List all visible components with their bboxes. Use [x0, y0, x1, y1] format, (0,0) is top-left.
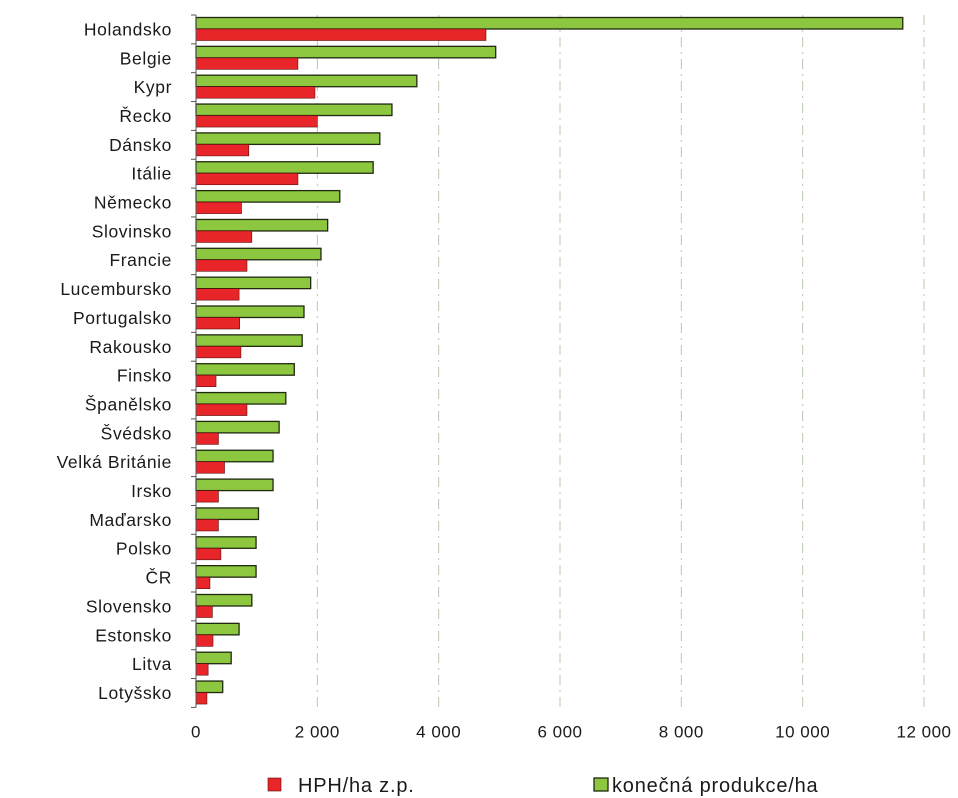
bar-hph — [195, 346, 242, 359]
x-tick-label: 12 000 — [897, 722, 952, 741]
legend: HPH/ha z.p. konečná produkce/ha — [267, 775, 819, 797]
bar-hph — [195, 605, 213, 618]
x-axis-tick-labels: 0 2 000 4 000 6 000 8 000 10 000 12 000 — [191, 722, 951, 741]
bar-production — [195, 622, 240, 636]
bar-production — [195, 449, 274, 463]
category-label: Řecko — [119, 106, 172, 126]
bar-hph — [195, 576, 211, 589]
bar-production — [195, 565, 257, 578]
category-label: Německo — [94, 193, 172, 213]
x-tick-label: 0 — [191, 722, 201, 741]
category-label: Belgie — [120, 48, 172, 68]
bar-hph — [195, 519, 219, 532]
bar-production — [195, 334, 303, 348]
category-label: Slovinsko — [92, 221, 172, 241]
bar-production — [195, 536, 257, 549]
bar-hph — [195, 634, 214, 647]
gridlines — [316, 15, 925, 708]
bar-hph — [195, 374, 217, 388]
bar-production — [195, 420, 280, 434]
bar-hph — [195, 288, 240, 301]
bar-production — [195, 74, 418, 88]
legend-swatch-production — [593, 777, 609, 792]
bar-hph — [195, 86, 316, 99]
bar-hph — [195, 115, 318, 128]
category-label: Španělsko — [85, 393, 172, 414]
category-label: Velká Británie — [57, 452, 172, 472]
bar-production — [195, 218, 329, 232]
category-label: Estonsko — [95, 625, 172, 645]
bar-hph — [195, 144, 250, 157]
bar-hph — [195, 317, 240, 330]
bar-hph — [195, 201, 242, 214]
x-tick-label: 8 000 — [659, 722, 704, 741]
category-label: Dánsko — [109, 135, 172, 155]
legend-swatch-hph — [267, 777, 282, 792]
x-tick-label: 10 000 — [775, 722, 830, 741]
category-label: Švédsko — [101, 422, 172, 443]
bar-production — [195, 103, 393, 117]
bar-production — [195, 189, 341, 203]
bar-production — [195, 276, 312, 290]
category-label: ČR — [146, 567, 172, 588]
bar-production — [195, 16, 904, 30]
category-label: Slovensko — [86, 596, 172, 616]
bar-production — [195, 45, 497, 59]
bars — [195, 16, 904, 705]
category-label: Lotyšsko — [98, 683, 172, 703]
y-axis-ticks — [191, 14, 196, 708]
category-label: Holandsko — [84, 19, 172, 39]
legend-label-production: konečná produkce/ha — [612, 775, 819, 797]
bar-production — [195, 247, 322, 261]
legend-label-hph: HPH/ha z.p. — [298, 775, 415, 797]
category-label: Portugalsko — [73, 308, 172, 328]
bar-hph — [195, 230, 253, 243]
category-label: Maďarsko — [89, 510, 172, 530]
bar-hph — [195, 490, 219, 503]
category-label: Finsko — [117, 366, 172, 386]
bar-production — [195, 680, 224, 694]
x-tick-label: 6 000 — [537, 722, 582, 741]
bar-hph — [195, 28, 487, 41]
bar-hph — [195, 403, 248, 416]
bar-hph — [195, 259, 248, 272]
bar-production — [195, 363, 295, 376]
bar-production — [195, 651, 232, 665]
category-label: Kypr — [134, 77, 172, 97]
bar-hph — [195, 461, 225, 474]
bar-production — [195, 478, 274, 492]
x-tick-label: 4 000 — [416, 722, 461, 741]
bar-hph — [195, 663, 209, 676]
bar-hph — [195, 172, 299, 186]
bar-production — [195, 593, 253, 607]
bar-production — [195, 391, 287, 405]
category-label: Litva — [132, 654, 172, 674]
bar-hph — [195, 547, 222, 561]
category-label: Itálie — [131, 164, 172, 184]
bar-hph — [195, 692, 208, 705]
category-label: Francie — [109, 250, 172, 270]
bar-production — [195, 161, 374, 174]
category-label: Rakousko — [89, 337, 172, 357]
category-label: Lucembursko — [60, 279, 172, 299]
bar-hph — [195, 432, 219, 445]
bar-hph — [195, 57, 299, 70]
category-label: Irsko — [131, 481, 172, 501]
bar-production — [195, 132, 381, 146]
x-tick-label: 2 000 — [295, 722, 340, 741]
category-label: Polsko — [116, 539, 172, 559]
category-labels: Holandsko Belgie Kypr Řecko Dánsko Itálie Něme… — [57, 19, 172, 703]
bar-production — [195, 507, 260, 521]
bar-production — [195, 305, 305, 319]
